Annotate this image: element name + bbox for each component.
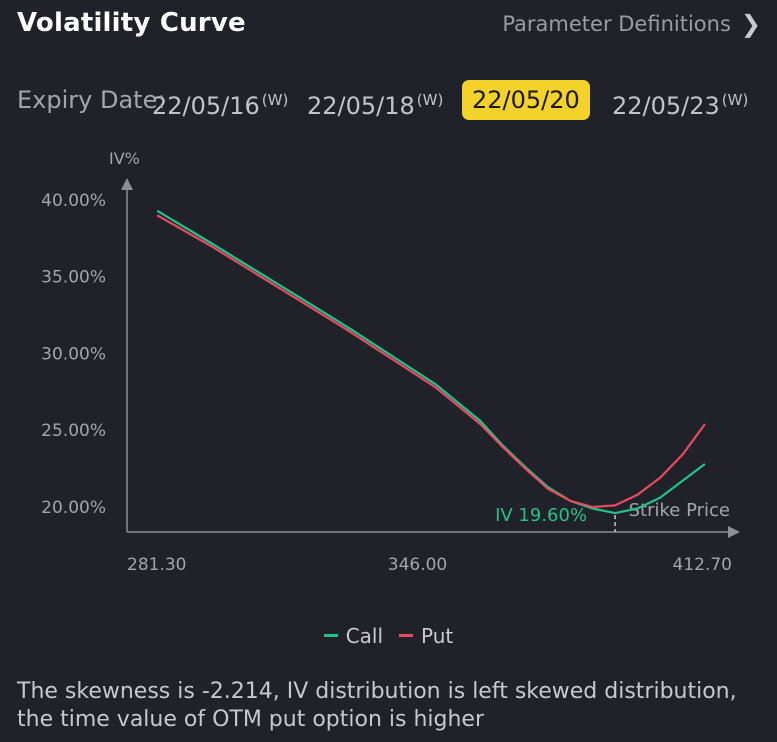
legend-item-put: Put [399, 624, 453, 648]
weekly-suffix: (W) [416, 91, 444, 109]
legend-item-call: Call [323, 623, 384, 648]
expiry-date-label: 22/05/16 [152, 92, 260, 120]
x-tick-label: 412.70 [673, 555, 732, 575]
series-line-put [156, 214, 706, 509]
y-tick-label: 20.00% [41, 498, 106, 518]
x-tick-label: 281.30 [127, 555, 186, 575]
volatility-chart: IV% Strike Price 40.00% 35.00% 30.00% 25.00% 2… [41, 149, 740, 575]
expiry-label: Expiry Date: [17, 86, 166, 114]
y-tick-label: 25.00% [41, 421, 106, 441]
expiry-date-tab[interactable]: 22/05/20 [462, 80, 590, 120]
expiry-date-label: 22/05/18 [307, 92, 415, 120]
iv-marker-label: IV 19.60% [495, 505, 587, 526]
legend-swatch [399, 634, 414, 637]
page-title: Volatility Curve [17, 8, 246, 38]
expiry-date-label: 22/05/23 [612, 92, 720, 120]
chevron-right-icon: ❯ [740, 10, 761, 38]
chart-legend: Call Put [0, 618, 777, 648]
skewness-note: The skewness is -2.214, IV distribution … [17, 679, 737, 732]
y-tick-label: 30.00% [41, 344, 106, 364]
y-tick-label: 40.00% [41, 191, 106, 211]
expiry-date-tab[interactable]: 22/05/16 (W) [142, 80, 298, 120]
x-axis-label: Strike Price [629, 500, 730, 521]
expiry-date-tab[interactable]: 22/05/18 (W) [297, 80, 453, 120]
parameter-definitions-link[interactable]: Parameter Definitions ❯ [502, 10, 761, 38]
x-tick-label: 346.00 [388, 555, 447, 575]
expiry-date-tab[interactable]: 22/05/23 (W) [602, 80, 758, 120]
weekly-suffix: (W) [261, 91, 289, 109]
weekly-suffix: (W) [721, 91, 749, 109]
legend-label: Call [345, 623, 384, 648]
legend-swatch [323, 634, 338, 637]
y-tick-label: 35.00% [41, 268, 106, 288]
y-axis-label: IV% [109, 149, 140, 168]
expiry-date-row: 22/05/16 (W) 22/05/18 (W) 22/05/20 22/05/23 (W… [17, 78, 777, 122]
legend-label: Put [421, 623, 454, 648]
x-axis-arrow-icon [728, 526, 740, 538]
series-line-call [156, 209, 706, 515]
parameter-definitions-label: Parameter Definitions [502, 12, 731, 36]
y-axis-arrow-icon [121, 178, 133, 190]
expiry-date-label: 22/05/20 [472, 86, 580, 114]
